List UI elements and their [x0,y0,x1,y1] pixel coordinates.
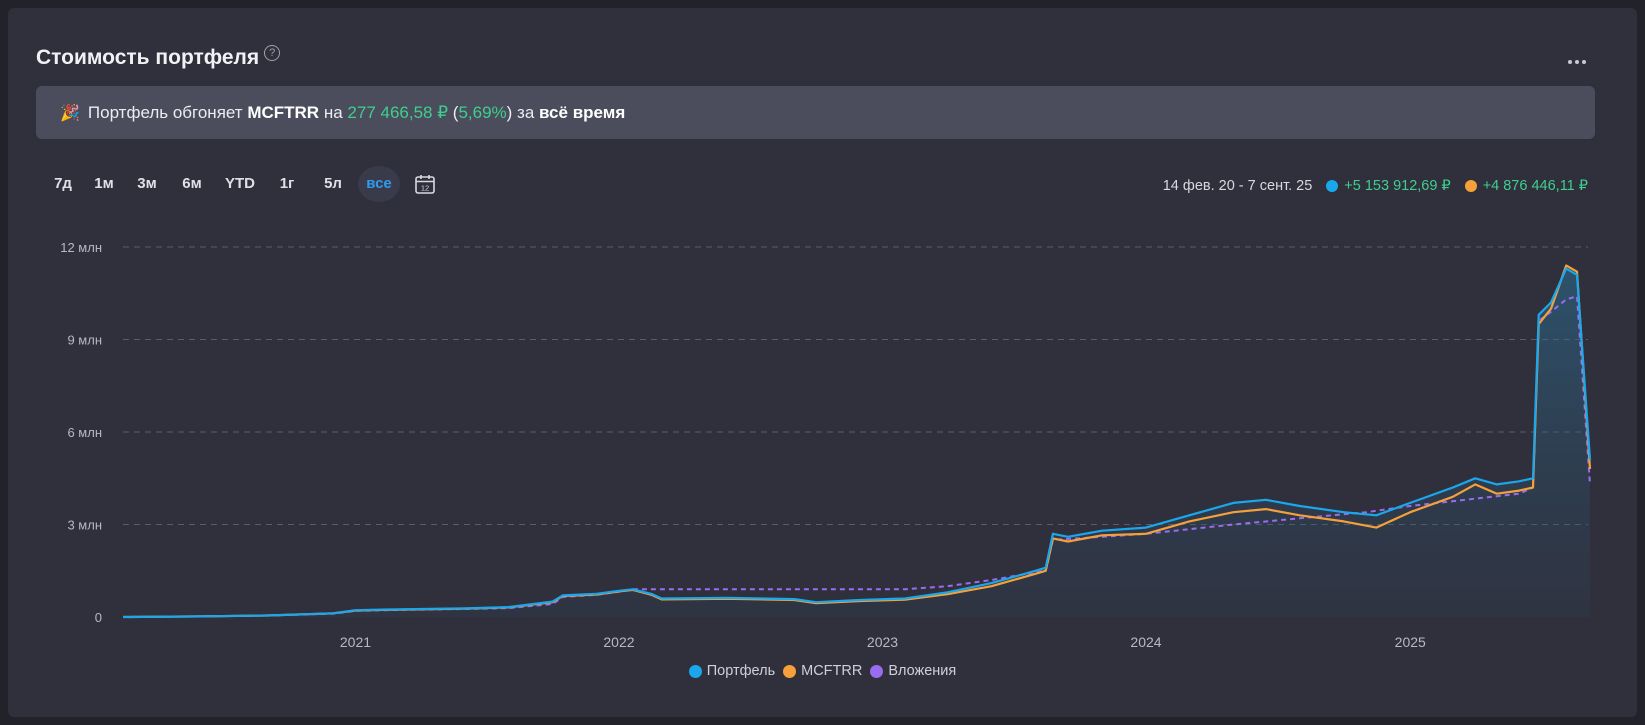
period-3m[interactable]: 3м [137,175,157,192]
y-tick-label: 12 млн [60,240,102,255]
more-dot [1568,60,1572,64]
x-tick-label: 2025 [1395,634,1426,650]
legend-item-benchmark[interactable]: MCFTRR [783,663,862,679]
more-dot [1575,60,1579,64]
more-dot [1582,60,1586,64]
help-icon[interactable]: ? [264,45,281,61]
legend-label-investments: Вложения [888,663,957,679]
legend-dot-investments [870,664,884,678]
banner-suffix: за [517,102,535,122]
period-1y[interactable]: 1г [279,175,295,192]
period-6m[interactable]: 6м [182,175,202,192]
series-line-portfolio [122,267,1592,619]
chart-legend: Портфель MCFTRR Вложения [0,663,1645,679]
portfolio-dot [1326,180,1339,192]
performance-banner: 🎉 Портфель обгоняет MCFTRR на 277 466,58… [36,86,1595,139]
legend-dot-benchmark [783,664,797,678]
legend-label-portfolio: Портфель [706,663,776,679]
legend-label-benchmark: MCFTRR [801,663,863,679]
benchmark-gain: +4 876 446,11 ₽ [1482,178,1588,194]
period-7d[interactable]: 7д [54,175,72,192]
y-tick-label: 9 млн [67,333,102,348]
period-1m[interactable]: 1м [94,175,114,192]
banner-period: всё время [539,102,626,122]
legend-item-portfolio[interactable]: Портфель [688,663,776,679]
banner-percent: 5,69% [458,102,507,122]
y-tick-label: 3 млн [67,518,102,533]
period-ytd[interactable]: YTD [225,175,255,192]
legend-item-investments[interactable]: Вложения [870,663,956,679]
banner-prefix: Портфель обгоняет [87,102,243,122]
banner-mid: на [323,102,343,122]
x-tick-label: 2024 [1130,634,1161,650]
x-tick-label: 2023 [867,634,898,650]
title-row: Стоимость портфеля ? [36,45,281,70]
portfolio-area [123,268,1590,617]
calendar-day: 12 [421,184,429,193]
benchmark-dot [1464,180,1477,192]
more-options-icon[interactable] [1564,52,1590,72]
x-tick-label: 2022 [603,634,634,650]
range-summary: 14 фев. 20 - 7 сент. 25 +5 153 912,69 ₽ … [1163,178,1588,194]
calendar-icon[interactable]: 12 [410,166,440,202]
banner-pct-open: ( [452,102,459,122]
portfolio-gain: +5 153 912,69 ₽ [1344,178,1451,194]
y-tick-label: 0 [95,610,102,625]
range-label: 14 фев. 20 - 7 сент. 25 [1162,178,1313,194]
banner-pct-close: ) [506,102,513,122]
legend-dot-portfolio [688,664,702,678]
calendar-glyph: 12 [415,175,435,194]
period-all[interactable]: все [358,166,400,202]
party-popper-icon: 🎉 [60,104,80,122]
banner-benchmark: MCFTRR [247,102,320,122]
page-title: Стоимость портфеля [36,46,260,69]
banner-amount: 277 466,58 ₽ [347,102,449,122]
period-5y[interactable]: 5л [324,175,342,192]
x-tick-label: 2021 [340,634,371,650]
y-tick-label: 6 млн [67,425,102,440]
period-selector: 7д 1м 3м 6м YTD 1г 5л все 12 [44,166,440,202]
